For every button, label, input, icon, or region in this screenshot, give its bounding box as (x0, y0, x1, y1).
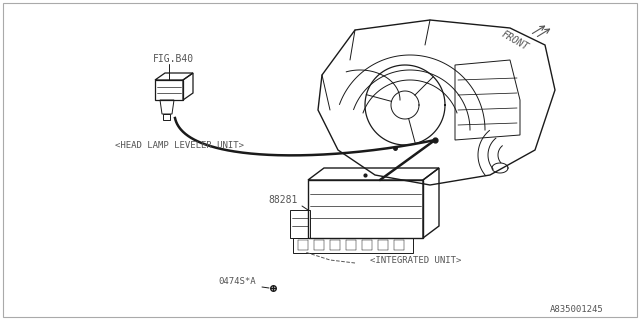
Text: <HEAD LAMP LEVELER UNIT>: <HEAD LAMP LEVELER UNIT> (115, 141, 244, 150)
Text: 88281: 88281 (268, 195, 298, 205)
Text: A835001245: A835001245 (550, 305, 604, 314)
Text: FIG.B40: FIG.B40 (153, 54, 194, 64)
Text: FRONT: FRONT (500, 29, 531, 52)
Text: <INTEGRATED UNIT>: <INTEGRATED UNIT> (370, 256, 461, 265)
Text: 0474S*A: 0474S*A (218, 277, 255, 286)
